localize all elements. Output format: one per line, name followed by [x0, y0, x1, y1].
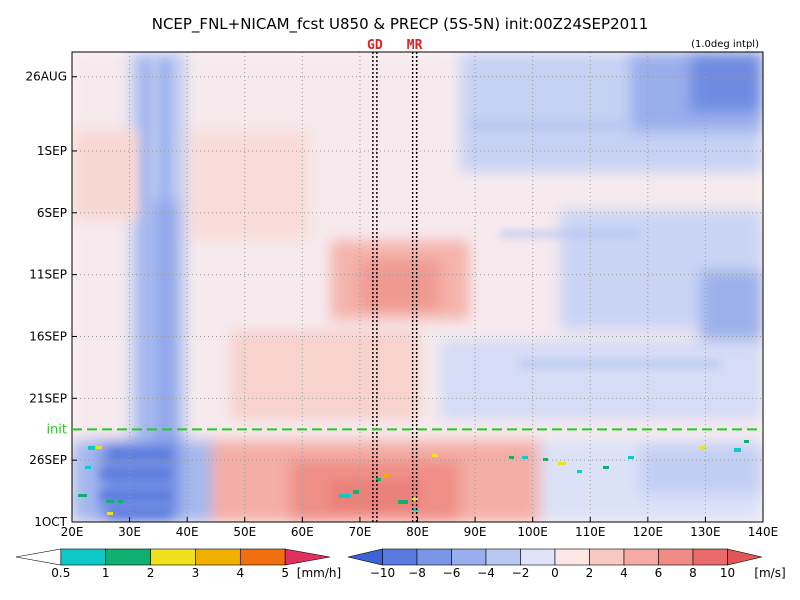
y-tick-label: 26SEP	[29, 453, 67, 467]
u850-shading	[72, 52, 763, 522]
chart-subtitle: (1.0deg intpl)	[691, 39, 759, 50]
colorbar-label: −10	[370, 566, 395, 580]
y-tick-label: 21SEP	[29, 391, 67, 405]
colorbar-label: 1	[102, 566, 110, 580]
plot-area: GD MR init 20E 30E 40E 50E 60E 70E 80E 90E 100E 11…	[25, 38, 778, 539]
x-tick-label: 20E	[61, 525, 84, 539]
colorbar-segment	[239, 548, 286, 566]
x-tick-label: 60E	[291, 525, 314, 539]
colorbar-units: [mm/h]	[297, 566, 341, 580]
colorbar-label: −4	[477, 566, 495, 580]
chart-title: NCEP_FNL+NICAM_fcst U850 & PRECP (5S-5N)…	[152, 15, 649, 34]
colorbar-end	[727, 548, 763, 566]
y-tick-label: 11SEP	[29, 268, 67, 282]
precip-shading	[78, 440, 749, 515]
colorbar-segment	[520, 548, 556, 566]
colorbar-label: 2	[586, 566, 594, 580]
x-tick-label: 40E	[176, 525, 199, 539]
x-tick-label: 70E	[348, 525, 371, 539]
y-tick-label: 1OCT	[34, 515, 67, 529]
colorbar-end	[347, 548, 383, 566]
colorbar-label: 0.5	[51, 566, 70, 580]
colorbar-label: 3	[192, 566, 200, 580]
station-markers: GD MR	[367, 38, 423, 522]
y-tick-label: 26AUG	[25, 70, 67, 84]
colorbar-segment	[692, 548, 728, 566]
colorbar-segment	[105, 548, 151, 566]
colorbar-label: 4	[236, 566, 244, 580]
colorbar-segment	[382, 548, 418, 566]
colorbar-segment	[451, 548, 487, 566]
init-marker: init	[46, 422, 763, 437]
x-tick-label: 130E	[690, 525, 721, 539]
colorbar-end	[284, 548, 331, 566]
colorbar-segment	[150, 548, 196, 566]
colorbar-label: −8	[408, 566, 426, 580]
x-tick-label: 30E	[118, 525, 141, 539]
colorbar-segment	[416, 548, 452, 566]
station-label: GD	[367, 38, 383, 53]
u850-detail	[100, 60, 720, 518]
colorbar-units: [m/s]	[754, 566, 785, 580]
colorbar-segment	[60, 548, 107, 566]
colorbar-segment	[589, 548, 625, 566]
colorbar-segment	[485, 548, 521, 566]
x-tick-label: 80E	[406, 525, 429, 539]
x-axis: 20E 30E 40E 50E 60E 70E 80E 90E 100E 110E 120E 130E…	[61, 517, 779, 539]
colorbar-label: −6	[443, 566, 461, 580]
colorbar-label: 5	[281, 566, 289, 580]
colorbar-segment	[195, 548, 241, 566]
colorbar-label: 2	[147, 566, 155, 580]
colorbar-label: 0	[551, 566, 559, 580]
precip-colorbar: 0.5 1 2 3 4 5 [mm/h]	[15, 548, 341, 580]
y-tick-label: 16SEP	[29, 329, 67, 343]
x-tick-label: 110E	[575, 525, 606, 539]
y-axis: 26AUG 1SEP 6SEP 11SEP 16SEP 21SEP 26SEP 1OCT	[25, 70, 77, 529]
colorbar-segment	[658, 548, 694, 566]
x-tick-label: 90E	[464, 525, 487, 539]
x-tick-label: 100E	[517, 525, 548, 539]
station-label: MR	[407, 38, 423, 53]
colorbar-end	[15, 548, 62, 566]
colorbar-label: 10	[720, 566, 735, 580]
colorbar-segment	[623, 548, 659, 566]
colorbar-label: 6	[655, 566, 663, 580]
y-tick-label: 6SEP	[37, 206, 67, 220]
colorbar-segment	[554, 548, 590, 566]
colorbar-label: 4	[620, 566, 628, 580]
x-tick-label: 140E	[748, 525, 779, 539]
init-label: init	[46, 422, 67, 437]
colorbar-label: 8	[689, 566, 697, 580]
x-tick-label: 50E	[233, 525, 256, 539]
colorbar-label: −2	[512, 566, 530, 580]
u850-colorbar: −10 −8 −6 −4 −2 0 2 4 6 8 10 [m/s]	[347, 548, 786, 580]
x-tick-label: 120E	[633, 525, 664, 539]
y-tick-label: 1SEP	[37, 144, 67, 158]
